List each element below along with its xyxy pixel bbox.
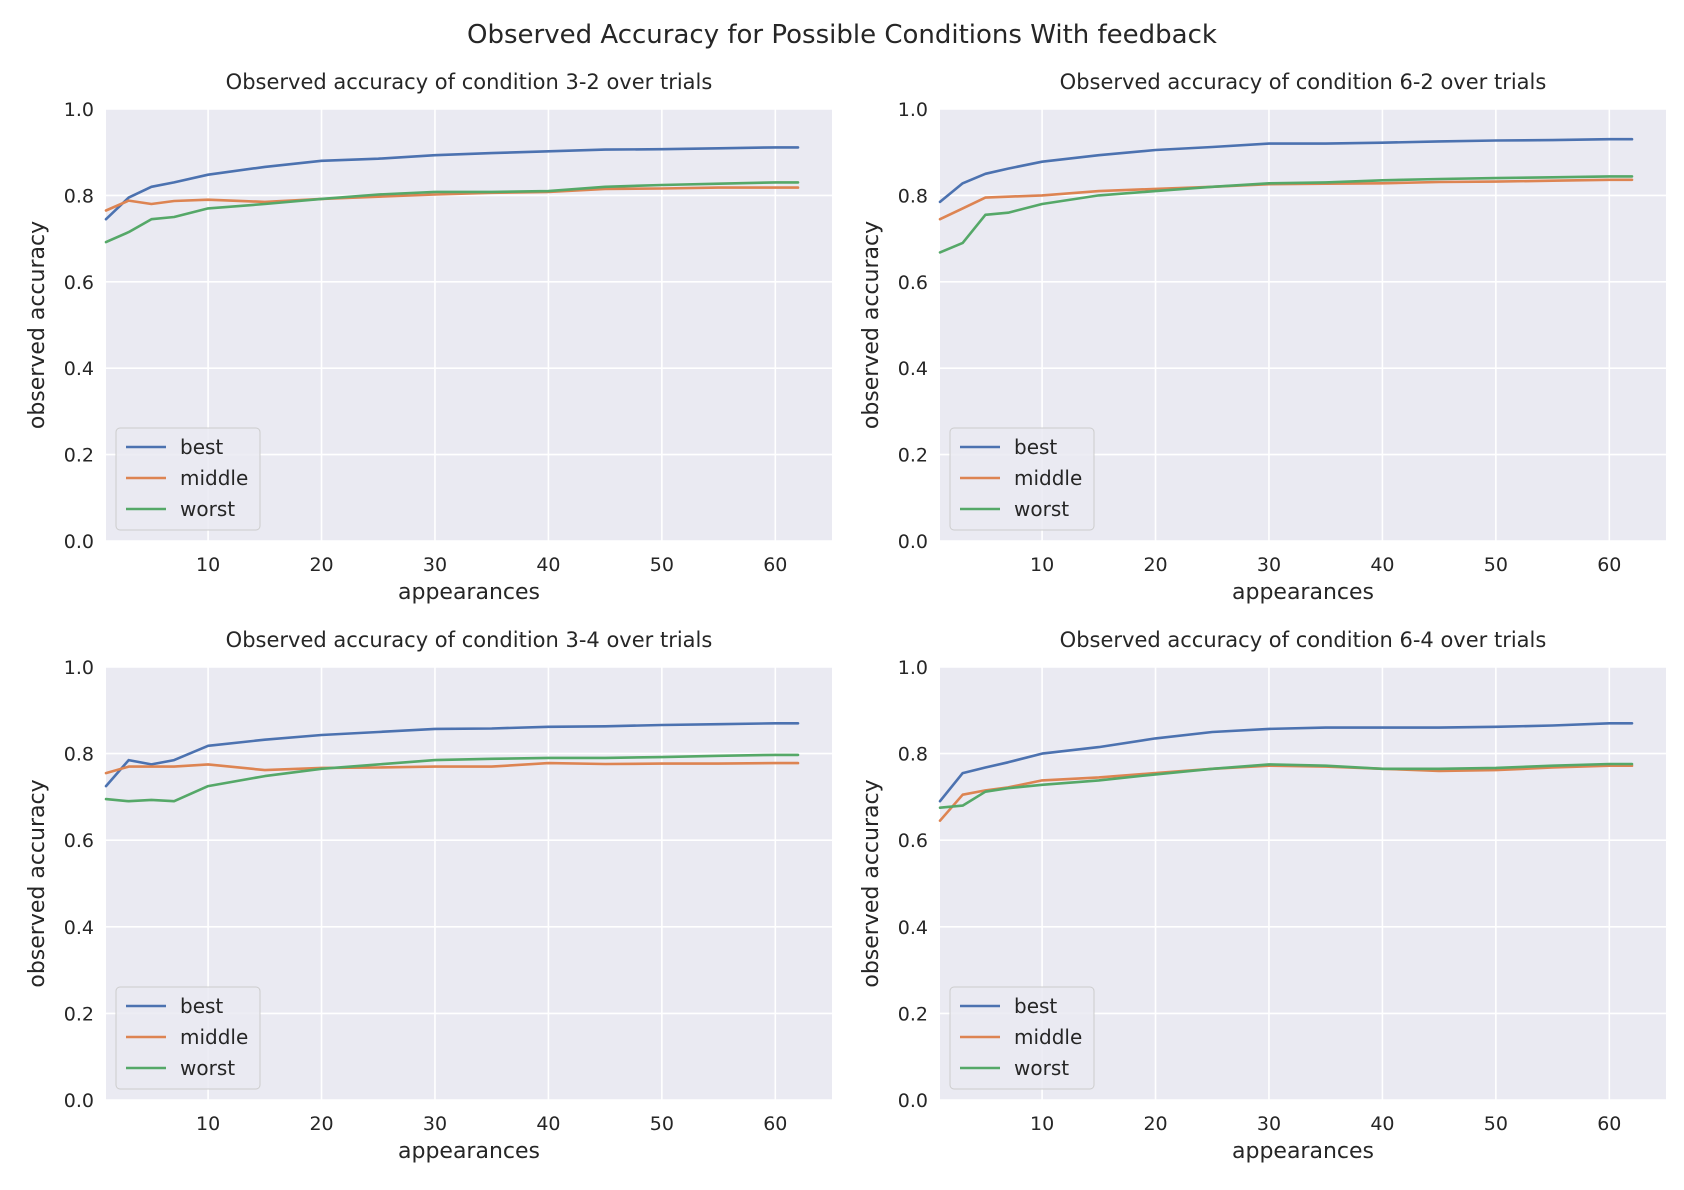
y-tick-label: 0.2 [898,445,928,467]
y-tick-label: 0.0 [898,531,928,553]
x-tick-label: 40 [1370,1113,1394,1135]
y-tick-label: 0.2 [64,1003,94,1025]
legend-label-worst: worst [1014,497,1069,521]
series-line-worst [938,175,1634,254]
legend-label-best: best [1014,435,1057,459]
y-tick-label: 1.0 [898,99,928,121]
x-tick-label: 10 [1030,1113,1054,1135]
y-tick-label: 0.4 [64,358,94,380]
y-axis-label: observed accuracy [859,221,884,429]
legend-label-middle: middle [1014,466,1082,490]
legend-box [115,427,261,531]
x-tick-label: 20 [309,1113,333,1135]
y-tick-label: 0.8 [64,744,94,766]
y-tick-label: 0.8 [64,185,94,207]
x-axis-label: appearances [1232,580,1374,605]
x-axis-label: appearances [1232,1139,1374,1164]
legend-label-middle: middle [1014,1025,1082,1049]
y-tick-label: 1.0 [64,657,94,679]
x-tick-label: 10 [196,1113,220,1135]
series-line-middle [104,186,800,212]
series-line-best [938,721,1634,803]
y-axis-label: observed accuracy [25,779,50,987]
x-tick-label: 50 [1484,1113,1508,1135]
y-tick-label: 0.8 [898,185,928,207]
y-tick-label: 1.0 [64,99,94,121]
legend-label-best: best [1014,994,1057,1018]
series-line-worst [104,753,800,803]
subplot-title: Observed accuracy of condition 6-2 over … [1060,70,1547,94]
y-tick-label: 0.4 [898,917,928,939]
subplot-grid: 0.0 0.2 0.4 0.6 0.8 1.0 10 20 30 40 50 60 Observed a… [25,70,1666,1164]
x-tick-label: 30 [1257,1113,1281,1135]
legend-box [949,986,1095,1090]
y-tick-label: 0.6 [898,272,928,294]
series-line-best [938,137,1634,204]
x-tick-label: 30 [423,1113,447,1135]
x-tick-label: 20 [1143,554,1167,576]
legend: best middle worst [949,986,1095,1090]
legend-box [949,427,1095,531]
series-line-best [104,146,800,221]
series-line-best [104,721,800,788]
y-tick-label: 0.4 [64,917,94,939]
x-axis-label: appearances [398,1139,540,1164]
x-tick-label: 30 [423,554,447,576]
x-tick-label: 20 [309,554,333,576]
y-tick-label: 0.2 [64,445,94,467]
legend-box [115,986,261,1090]
x-tick-label: 60 [1597,1113,1621,1135]
x-tick-label: 10 [1030,554,1054,576]
y-tick-label: 0.2 [898,1003,928,1025]
x-tick-label: 60 [1597,554,1621,576]
subplot-title: Observed accuracy of condition 3-4 over … [226,628,713,652]
y-tick-label: 0.4 [898,358,928,380]
x-tick-label: 50 [1484,554,1508,576]
y-axis-label: observed accuracy [25,221,50,429]
y-tick-label: 0.0 [898,1090,928,1112]
y-tick-label: 0.0 [64,531,94,553]
legend-label-worst: worst [180,1056,235,1080]
y-tick-label: 0.8 [898,744,928,766]
series-line-worst [104,181,800,244]
legend-label-middle: middle [180,1025,248,1049]
legend: best middle worst [115,427,261,531]
x-tick-label: 50 [650,554,674,576]
x-axis-label: appearances [398,580,540,605]
y-axis-label: observed accuracy [859,779,884,987]
legend: best middle worst [115,986,261,1090]
subplot-title: Observed accuracy of condition 6-4 over … [1060,628,1547,652]
legend-label-worst: worst [1014,1056,1069,1080]
legend-label-worst: worst [180,497,235,521]
figure-suptitle: Observed Accuracy for Possible Condition… [467,20,1217,50]
series-line-middle [104,761,800,775]
y-tick-label: 0.0 [64,1090,94,1112]
x-tick-label: 40 [536,554,560,576]
y-tick-label: 1.0 [898,657,928,679]
subplot-title: Observed accuracy of condition 3-2 over … [226,70,713,94]
x-tick-label: 60 [763,1113,787,1135]
y-tick-label: 0.6 [64,272,94,294]
x-tick-label: 10 [196,554,220,576]
legend-label-middle: middle [180,466,248,490]
legend: best middle worst [949,427,1095,531]
legend-label-best: best [180,994,223,1018]
subplot-2: 0.0 0.2 0.4 0.6 0.8 1.0 10 20 30 40 50 60 Observed a… [859,70,1666,605]
x-tick-label: 40 [536,1113,560,1135]
series-line-worst [938,762,1634,810]
y-tick-label: 0.6 [64,830,94,852]
legend-label-best: best [180,435,223,459]
x-tick-label: 50 [650,1113,674,1135]
x-tick-label: 40 [1370,554,1394,576]
subplot-1: 0.0 0.2 0.4 0.6 0.8 1.0 10 20 30 40 50 60 Observed a… [25,70,832,605]
subplot-4: 0.0 0.2 0.4 0.6 0.8 1.0 10 20 30 40 50 60 Observed a… [859,628,1666,1164]
x-tick-label: 60 [763,554,787,576]
x-tick-label: 30 [1257,554,1281,576]
x-tick-label: 20 [1143,1113,1167,1135]
y-tick-label: 0.6 [898,830,928,852]
subplot-3: 0.0 0.2 0.4 0.6 0.8 1.0 10 20 30 40 50 60 Observed a… [25,628,832,1164]
